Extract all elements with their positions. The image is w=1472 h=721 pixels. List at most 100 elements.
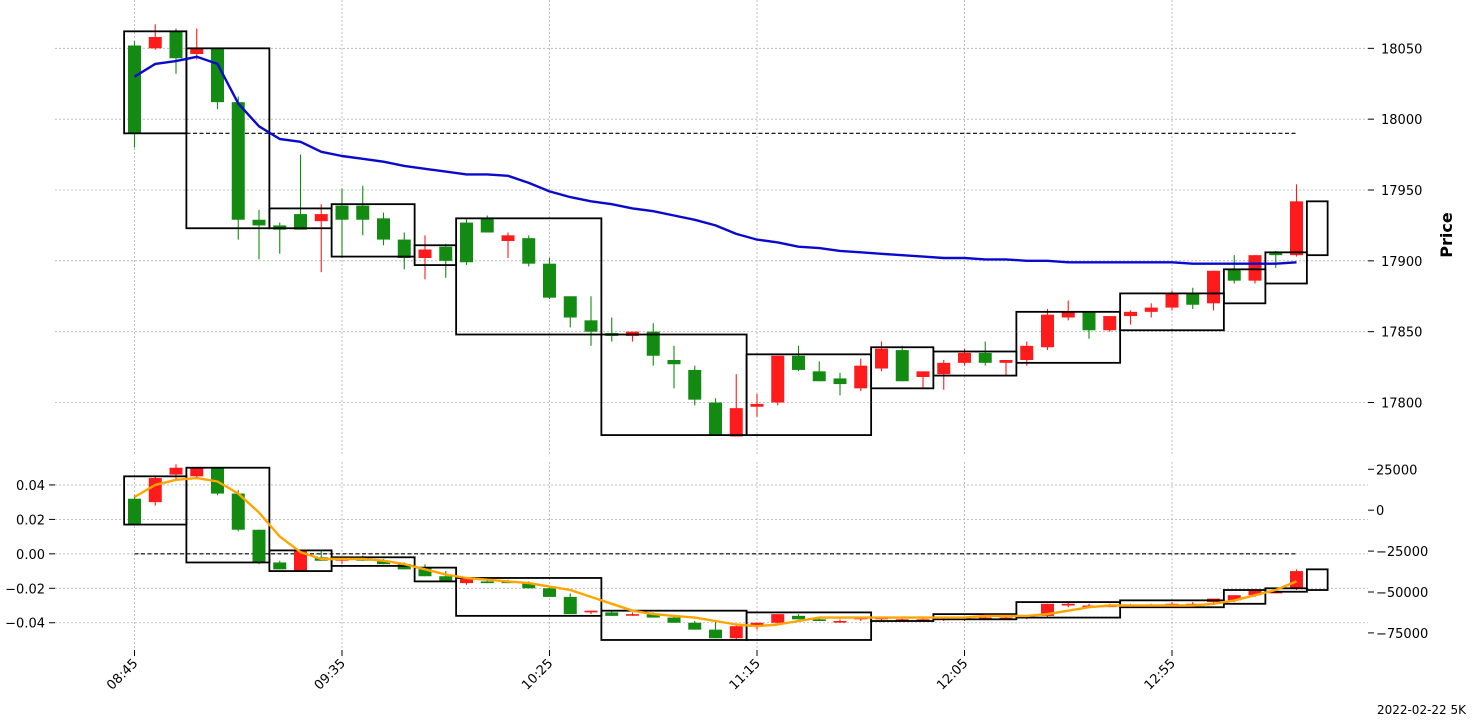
- price-candle-body: [771, 355, 785, 403]
- price-candle-body: [792, 355, 805, 370]
- lower-candle-body: [522, 583, 536, 589]
- price-candle-body: [335, 205, 349, 220]
- lower-candle-body: [792, 615, 805, 620]
- x-tick-label: 11:15: [727, 656, 764, 693]
- price-candle-body: [1144, 307, 1158, 312]
- lower-right-y-axis: 25000 0 −25000 −50000 −75000: [1368, 463, 1428, 642]
- lower-candle-body: [895, 619, 909, 621]
- lower-ma-line: [133, 476, 1297, 628]
- price-candle-body: [148, 37, 162, 49]
- price-candle-body: [999, 360, 1013, 363]
- lower-candle-body: [688, 622, 702, 630]
- price-candle-body: [812, 371, 826, 382]
- lower-left-y-axis: 0.04 0.02 0.00 −0.02 −0.04: [5, 479, 55, 632]
- lower-candle-body: [169, 467, 183, 475]
- price-candle-body: [522, 238, 536, 264]
- price-candle-body: [709, 402, 722, 436]
- price-candle-body: [231, 102, 245, 220]
- lower-candle-body: [771, 614, 785, 623]
- lower-candle-body: [231, 493, 245, 530]
- lower-candle-body: [418, 567, 432, 577]
- lower-range-box: [185, 466, 271, 564]
- price-candle-body: [294, 214, 307, 230]
- price-candle-body: [1227, 269, 1241, 281]
- lower-candle-body: [833, 621, 847, 623]
- x-tick-label: 10:25: [519, 656, 556, 693]
- lower-left-tick-label: 0.00: [16, 548, 45, 563]
- lower-candle-body: [999, 617, 1013, 620]
- price-candle-body: [1207, 270, 1220, 304]
- lower-right-tick-label: 25000: [1376, 463, 1417, 478]
- price-axis-label: Price: [1437, 212, 1456, 258]
- price-candle-body: [958, 352, 971, 363]
- price-candle-body: [377, 218, 390, 240]
- lower-candle-body: [460, 577, 473, 584]
- lower-right-tick-label: 0: [1376, 504, 1384, 519]
- lower-right-tick-label: −25000: [1376, 545, 1428, 560]
- price-candle-body: [128, 45, 141, 134]
- lower-candle-body: [148, 478, 162, 503]
- price-range-boxes: [123, 30, 1329, 436]
- lower-moving-average: [133, 476, 1297, 628]
- lower-candle-body: [377, 560, 390, 565]
- lower-candle-body: [294, 550, 307, 572]
- lower-candle-body: [709, 629, 722, 639]
- lower-range-box: [1305, 568, 1329, 591]
- price-candle-body: [397, 239, 411, 258]
- price-moving-average: [133, 55, 1297, 265]
- lower-candle-body: [543, 588, 556, 597]
- lower-candle-body: [1227, 595, 1241, 601]
- price-y-tick-label: 18000: [1381, 113, 1422, 128]
- price-range-box: [1264, 251, 1308, 285]
- lower-candle-body: [978, 617, 992, 620]
- lower-candle-body: [563, 596, 577, 615]
- x-axis: 08:45 09:35 10:25 11:15 12:05 12:55: [104, 650, 1179, 693]
- price-candle-body: [854, 365, 868, 389]
- lower-left-tick-label: −0.04: [5, 617, 45, 632]
- price-candle-body: [356, 205, 370, 220]
- price-y-tick-label: 17850: [1381, 326, 1422, 341]
- lower-candle-body: [1290, 571, 1303, 589]
- price-y-tick-label: 18050: [1381, 42, 1422, 57]
- lower-left-tick-label: −0.02: [5, 582, 45, 597]
- price-candle-body: [169, 31, 183, 59]
- lower-candle-body: [190, 467, 204, 477]
- lower-left-tick-label: 0.04: [16, 479, 45, 494]
- price-candle-body: [439, 246, 453, 261]
- price-candle-body: [211, 48, 224, 103]
- lower-left-tick-label: 0.02: [16, 513, 45, 528]
- price-candle-body: [1165, 293, 1179, 308]
- price-candle-body: [584, 320, 598, 332]
- price-candle-body: [688, 369, 702, 400]
- lower-candle-body: [667, 617, 681, 623]
- price-candle-body: [252, 219, 266, 226]
- price-candle-body: [937, 362, 951, 375]
- price-candle-body: [895, 350, 909, 382]
- price-range-box: [185, 47, 271, 230]
- price-candle-body: [1041, 314, 1054, 348]
- price-candle-body: [1061, 311, 1075, 318]
- lower-candle-body: [439, 576, 453, 582]
- price-candle-body: [480, 218, 494, 233]
- price-candle-body: [1082, 311, 1096, 331]
- lower-range-box: [1015, 601, 1122, 619]
- chart-footer: 2022-02-22 5K: [1377, 703, 1467, 717]
- lower-candle-body: [128, 498, 141, 525]
- x-tick-label: 09:35: [312, 656, 349, 693]
- price-range-box: [1305, 200, 1329, 257]
- x-tick-label: 08:45: [104, 656, 141, 693]
- price-range-box: [330, 203, 416, 258]
- price-candles: [128, 24, 1303, 437]
- lower-right-tick-label: −75000: [1376, 627, 1428, 642]
- lower-candle-body: [750, 622, 764, 627]
- price-candle-body: [916, 371, 930, 377]
- price-range-box: [1015, 310, 1122, 364]
- price-candle-body: [190, 48, 204, 54]
- lower-candle-body: [273, 562, 287, 570]
- lower-range-box: [330, 556, 416, 567]
- lower-candle-body: [605, 612, 619, 616]
- price-candle-body: [418, 249, 432, 258]
- price-y-axis: 17800 17850 17900 17950 18000 18050: [1368, 42, 1422, 412]
- price-candle-body: [646, 331, 660, 356]
